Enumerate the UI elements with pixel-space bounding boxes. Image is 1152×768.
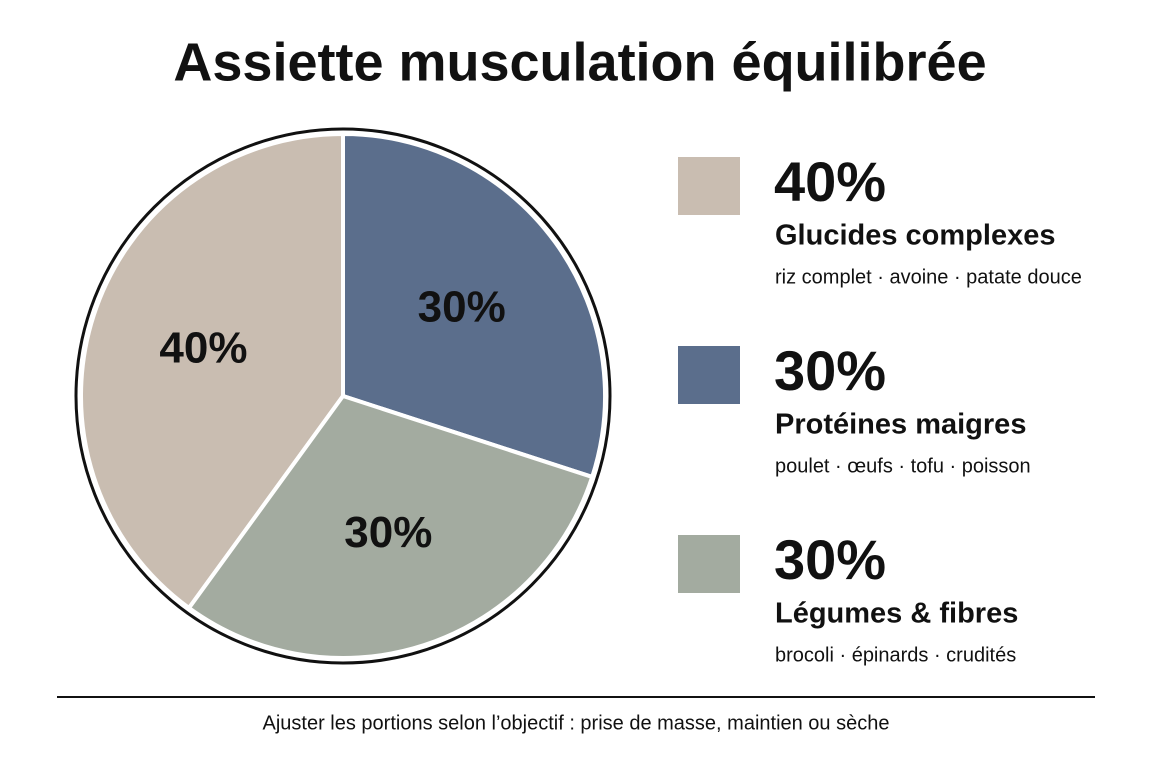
legend-swatch [678, 157, 740, 215]
footnote: Ajuster les portions selon l’objectif : … [263, 712, 890, 734]
pie-slice [79, 131, 345, 611]
legend-label: Légumes & fibres [775, 598, 1018, 630]
legend-value: 30% [774, 528, 886, 591]
legend-value: 40% [774, 150, 886, 213]
legend-label: Glucides complexes [775, 220, 1055, 252]
legend-swatch [678, 346, 740, 404]
slice-label: 30% [344, 508, 432, 557]
pie-slice [341, 131, 607, 480]
legend-description: poulet · œufs · tofu · poisson [775, 455, 1031, 477]
legend-description: brocoli · épinards · crudités [775, 644, 1016, 666]
legend-value: 30% [774, 339, 886, 402]
legend-label: Protéines maigres [775, 409, 1026, 441]
legend-swatch [678, 535, 740, 593]
legend-description: riz complet · avoine · patate douce [775, 266, 1082, 288]
slice-label: 40% [159, 323, 247, 372]
pie-slice [186, 393, 595, 660]
chart-title: Assiette musculation équilibrée [173, 32, 986, 92]
slice-label: 30% [418, 282, 506, 331]
